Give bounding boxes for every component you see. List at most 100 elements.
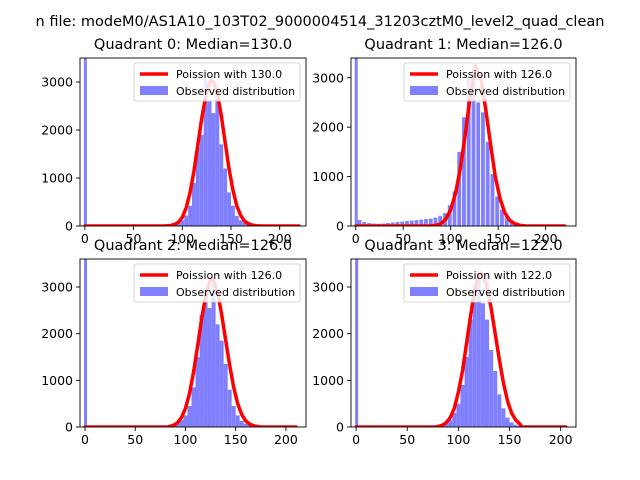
hist-bar [504,216,509,226]
hist-bar [247,425,252,427]
y-tick-label: 0 [65,420,73,435]
hist-bar [497,394,502,427]
y-tick-label: 1000 [312,373,344,388]
legend-poisson-label: Poission with 126.0 [446,68,552,81]
x-tick-label: 0 [81,231,89,246]
legend-poisson-label: Poission with 122.0 [446,269,552,282]
x-tick-label: 100 [439,231,463,246]
hist-bar [471,80,476,226]
hist-bar [462,117,466,226]
hist-bar [444,423,449,427]
hist-bar [175,423,180,427]
y-tick-label: 0 [336,219,344,234]
hist-bar [485,142,490,226]
x-tick-label: 150 [486,231,510,246]
legend-poisson-label: Poission with 130.0 [176,68,282,81]
legend-box [133,62,301,102]
hist-bar [357,220,362,226]
y-tick-label: 3000 [312,280,344,295]
legend-hist-label: Observed distribution [176,85,295,98]
hist-bar [476,273,481,427]
legend-box [133,263,301,303]
hist-bar [191,387,196,427]
y-tick-label: 1000 [312,169,344,184]
hist-bar [513,424,518,427]
hist-bar [230,205,235,226]
x-tick-label: 50 [395,231,411,246]
x-tick-label: 50 [127,432,143,447]
legend-box [403,263,571,303]
hist-bar [448,420,453,427]
axes-frame [350,57,577,227]
legend-hist-swatch [140,287,168,296]
x-tick-label: 150 [224,432,248,447]
hist-bar [409,220,414,226]
x-tick-label: 150 [219,231,243,246]
hist-bar [234,215,239,226]
legend-hist-label: Observed distribution [176,286,295,299]
hist-bar [405,221,409,226]
hist-bar [203,289,208,427]
hist-bar [464,357,469,427]
hist-bar [184,215,189,226]
hist-bar [424,219,428,226]
axes-frame [79,57,307,227]
x-tick-label: 200 [534,231,558,246]
hist-bar-zero [355,259,359,427]
hist-bar [188,205,193,226]
hist-bar [223,364,228,427]
hist-bar [490,174,495,226]
hist-bar [195,357,200,427]
x-tick-label: 200 [549,432,573,447]
hist-bar [207,308,212,427]
axes-frame [79,258,307,428]
hist-bar [476,102,481,226]
x-tick-label: 200 [274,432,298,447]
hist-bar-zero [83,58,87,226]
x-tick-label: 100 [446,432,470,447]
hist-bar [183,415,188,427]
hist-bar [227,192,231,226]
x-tick-label: 0 [352,432,360,447]
x-tick-label: 50 [126,231,142,246]
subplot-title: Quadrant 2: Median=126.0 [94,238,292,254]
y-tick-label: 2000 [41,123,73,138]
x-tick-label: 0 [81,432,89,447]
hist-bar [243,423,248,427]
x-tick-label: 100 [170,231,194,246]
hist-bar [235,415,240,427]
y-tick-label: 0 [336,420,344,435]
hist-bar [493,371,498,427]
hist-bar [180,220,185,226]
hist-bar [239,420,244,427]
hist-bar [509,422,514,427]
hist-bar [447,205,452,226]
hist-bar [211,113,216,226]
subplot-title: Quadrant 3: Median=122.0 [364,238,562,254]
hist-bar-zero [84,259,88,427]
hist-bar [219,340,224,427]
subplot-title: Quadrant 0: Median=130.0 [94,37,292,53]
hist-bar [452,191,457,226]
hist-bar [192,182,196,226]
hist-bar [395,222,400,226]
hist-bar [468,319,473,427]
hist-bar [211,284,216,427]
legend-box [403,62,571,102]
hist-bar [238,220,243,226]
legend-hist-swatch [410,86,438,95]
hist-bar [199,134,204,226]
y-tick-label: 1000 [41,171,73,186]
hist-bar [460,385,465,427]
y-tick-label: 3000 [41,280,73,295]
hist-bar [481,112,485,226]
legend-hist-label: Observed distribution [446,85,565,98]
hist-bar [231,406,236,427]
hist-bar [215,98,220,226]
axes-frame [350,258,577,428]
y-tick-label: 1000 [41,373,73,388]
